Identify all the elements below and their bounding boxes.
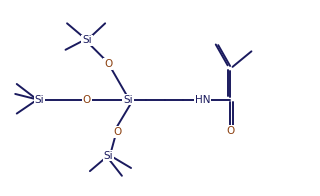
Text: Si: Si	[82, 35, 92, 45]
Text: HN: HN	[195, 94, 211, 104]
Text: O: O	[83, 94, 91, 104]
Text: O: O	[104, 59, 112, 69]
Text: Si: Si	[123, 94, 133, 104]
Text: Si: Si	[103, 151, 113, 161]
Text: Si: Si	[35, 94, 44, 104]
Text: O: O	[113, 127, 122, 137]
Text: O: O	[226, 126, 234, 136]
